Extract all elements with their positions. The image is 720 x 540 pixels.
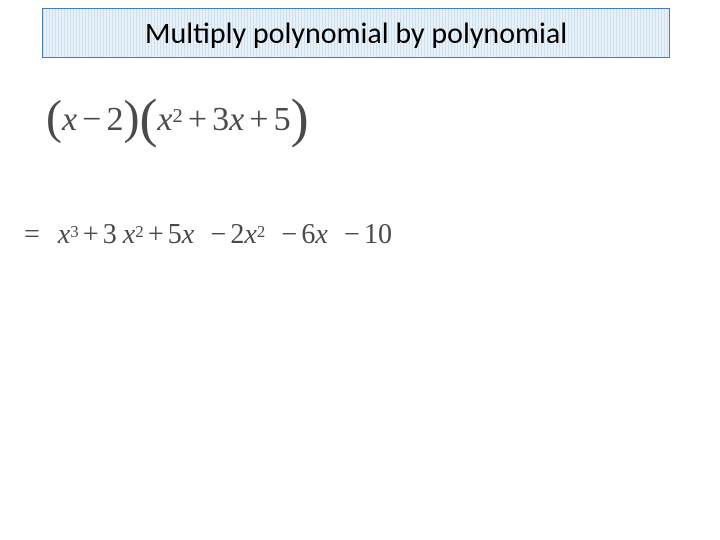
constant-2: 2 (106, 101, 123, 139)
minus-op: − (206, 219, 230, 251)
minus-op: − (277, 219, 301, 251)
coefficient-3: 3 (212, 101, 229, 139)
plus-op: + (144, 219, 168, 251)
variable-x: x (182, 219, 194, 251)
minus-op: − (340, 219, 364, 251)
title-text: Multiply polynomial by polynomial (145, 15, 567, 52)
equals-sign: = (24, 219, 52, 251)
constant-5: 5 (274, 101, 291, 139)
variable-x: x (244, 219, 256, 251)
coefficient-3: 3 (103, 219, 117, 251)
expression-expanded: = x3 + 3x2 + 5x −2x2 −6x −10 (24, 210, 690, 260)
plus-op: + (244, 101, 273, 139)
variable-x: x (123, 219, 135, 251)
variable-x: x (315, 219, 327, 251)
variable-x: x (62, 101, 77, 139)
math-region: ( x − 2 ) ( x2 + 3x + 5 ) = x3 + 3x2 + 5… (30, 90, 690, 260)
plus-op: + (79, 219, 103, 251)
coefficient-5: 5 (168, 219, 182, 251)
superscript-2: 2 (135, 222, 143, 242)
variable-x: x (58, 219, 70, 251)
variable-x: x (157, 101, 172, 139)
variable-x: x (229, 101, 244, 139)
title-banner: Multiply polynomial by polynomial (42, 8, 670, 58)
coefficient-2: 2 (230, 219, 244, 251)
superscript-2: 2 (257, 222, 265, 242)
coefficient-6: 6 (301, 219, 315, 251)
minus-op: − (77, 101, 106, 139)
expression-product: ( x − 2 ) ( x2 + 3x + 5 ) (46, 90, 690, 150)
constant-10: 10 (364, 219, 392, 251)
superscript-3: 3 (70, 222, 78, 242)
superscript-2: 2 (173, 105, 183, 128)
plus-op: + (183, 101, 212, 139)
